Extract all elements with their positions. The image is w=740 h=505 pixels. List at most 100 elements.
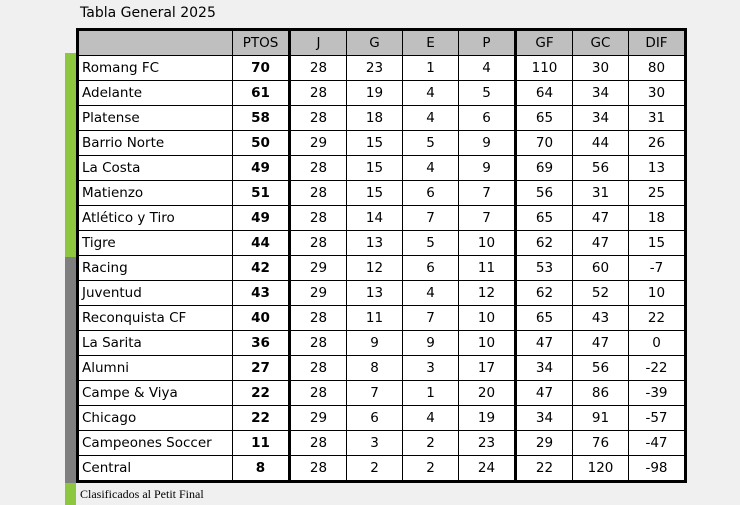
cell-won: 9 bbox=[346, 330, 403, 356]
table-row: Chicago 22 29 6 4 19 34 91 -57 bbox=[77, 405, 686, 431]
cell-lost: 17 bbox=[458, 355, 516, 381]
cell-goals-for: 65 bbox=[514, 105, 573, 131]
cell-goal-diff: 22 bbox=[628, 305, 686, 331]
cell-drawn: 4 bbox=[402, 405, 459, 431]
cell-points: 40 bbox=[232, 305, 290, 331]
cell-lost: 10 bbox=[458, 305, 516, 331]
cell-goals-for: 47 bbox=[514, 380, 573, 406]
table-row: Atlético y Tiro 49 28 14 7 7 65 47 18 bbox=[77, 205, 686, 231]
cell-drawn: 3 bbox=[402, 355, 459, 381]
cell-won: 13 bbox=[346, 280, 403, 306]
cell-team: Atlético y Tiro bbox=[77, 205, 233, 231]
cell-played: 28 bbox=[288, 205, 347, 231]
cell-goals-against: 34 bbox=[572, 80, 629, 106]
cell-won: 15 bbox=[346, 130, 403, 156]
cell-won: 8 bbox=[346, 355, 403, 381]
cell-won: 13 bbox=[346, 230, 403, 256]
cell-team: La Sarita bbox=[77, 330, 233, 356]
cell-goals-for: 56 bbox=[514, 180, 573, 206]
cell-lost: 12 bbox=[458, 280, 516, 306]
cell-won: 7 bbox=[346, 380, 403, 406]
cell-points: 49 bbox=[232, 205, 290, 231]
cell-played: 28 bbox=[288, 55, 347, 81]
cell-played: 29 bbox=[288, 255, 347, 281]
cell-points: 61 bbox=[232, 80, 290, 106]
cell-played: 29 bbox=[288, 280, 347, 306]
cell-team: La Costa bbox=[77, 155, 233, 181]
cell-won: 3 bbox=[346, 430, 403, 456]
cell-played: 28 bbox=[288, 105, 347, 131]
cell-lost: 9 bbox=[458, 130, 516, 156]
cell-goals-for: 65 bbox=[514, 205, 573, 231]
cell-won: 15 bbox=[346, 155, 403, 181]
cell-won: 14 bbox=[346, 205, 403, 231]
cell-goal-diff: 15 bbox=[628, 230, 686, 256]
cell-played: 28 bbox=[288, 430, 347, 456]
cell-points: 49 bbox=[232, 155, 290, 181]
table-row: Adelante 61 28 19 4 5 64 34 30 bbox=[77, 80, 686, 106]
cell-played: 28 bbox=[288, 180, 347, 206]
cell-goals-against: 56 bbox=[572, 355, 629, 381]
header-won: G bbox=[346, 29, 403, 56]
cell-goals-for: 47 bbox=[514, 330, 573, 356]
cell-played: 28 bbox=[288, 305, 347, 331]
cell-goal-diff: 0 bbox=[628, 330, 686, 356]
header-points: PTOS bbox=[232, 29, 290, 56]
cell-won: 18 bbox=[346, 105, 403, 131]
cell-played: 28 bbox=[288, 330, 347, 356]
cell-goals-against: 47 bbox=[572, 230, 629, 256]
cell-goal-diff: 13 bbox=[628, 155, 686, 181]
cell-team: Racing bbox=[77, 255, 233, 281]
cell-goals-against: 30 bbox=[572, 55, 629, 81]
cell-goal-diff: -47 bbox=[628, 430, 686, 456]
cell-drawn: 5 bbox=[402, 130, 459, 156]
cell-played: 29 bbox=[288, 130, 347, 156]
cell-team: Alumni bbox=[77, 355, 233, 381]
cell-team: Barrio Norte bbox=[77, 130, 233, 156]
cell-points: 27 bbox=[232, 355, 290, 381]
cell-points: 8 bbox=[232, 455, 290, 482]
cell-goals-against: 47 bbox=[572, 205, 629, 231]
cell-goals-against: 52 bbox=[572, 280, 629, 306]
cell-points: 50 bbox=[232, 130, 290, 156]
cell-goals-for: 69 bbox=[514, 155, 573, 181]
cell-points: 22 bbox=[232, 380, 290, 406]
header-lost: P bbox=[458, 29, 516, 56]
cell-lost: 10 bbox=[458, 230, 516, 256]
cell-won: 11 bbox=[346, 305, 403, 331]
cell-drawn: 1 bbox=[402, 55, 459, 81]
cell-goal-diff: 31 bbox=[628, 105, 686, 131]
cell-lost: 7 bbox=[458, 180, 516, 206]
cell-lost: 24 bbox=[458, 455, 516, 482]
header-goal-diff: DIF bbox=[628, 29, 686, 56]
table-row: Alumni 27 28 8 3 17 34 56 -22 bbox=[77, 355, 686, 381]
table-row: Matienzo 51 28 15 6 7 56 31 25 bbox=[77, 180, 686, 206]
header-goals-for: GF bbox=[514, 29, 573, 56]
cell-lost: 9 bbox=[458, 155, 516, 181]
cell-drawn: 4 bbox=[402, 280, 459, 306]
cell-lost: 20 bbox=[458, 380, 516, 406]
cell-lost: 10 bbox=[458, 330, 516, 356]
cell-goals-against: 31 bbox=[572, 180, 629, 206]
cell-team: Matienzo bbox=[77, 180, 233, 206]
cell-lost: 19 bbox=[458, 405, 516, 431]
cell-drawn: 1 bbox=[402, 380, 459, 406]
cell-drawn: 9 bbox=[402, 330, 459, 356]
cell-goal-diff: 25 bbox=[628, 180, 686, 206]
cell-goals-against: 34 bbox=[572, 105, 629, 131]
cell-won: 2 bbox=[346, 455, 403, 482]
table-row: Central 8 28 2 2 24 22 120 -98 bbox=[77, 455, 686, 482]
table-title: Tabla General 2025 bbox=[80, 5, 216, 21]
table-row: Romang FC 70 28 23 1 4 110 30 80 bbox=[77, 55, 686, 81]
cell-team: Chicago bbox=[77, 405, 233, 431]
cell-goals-for: 110 bbox=[514, 55, 573, 81]
cell-goals-against: 56 bbox=[572, 155, 629, 181]
cell-goals-for: 62 bbox=[514, 230, 573, 256]
cell-goal-diff: -22 bbox=[628, 355, 686, 381]
cell-won: 6 bbox=[346, 405, 403, 431]
cell-goals-for: 62 bbox=[514, 280, 573, 306]
cell-goal-diff: 18 bbox=[628, 205, 686, 231]
cell-played: 28 bbox=[288, 380, 347, 406]
table-row: Campe & Viya 22 28 7 1 20 47 86 -39 bbox=[77, 380, 686, 406]
cell-won: 12 bbox=[346, 255, 403, 281]
